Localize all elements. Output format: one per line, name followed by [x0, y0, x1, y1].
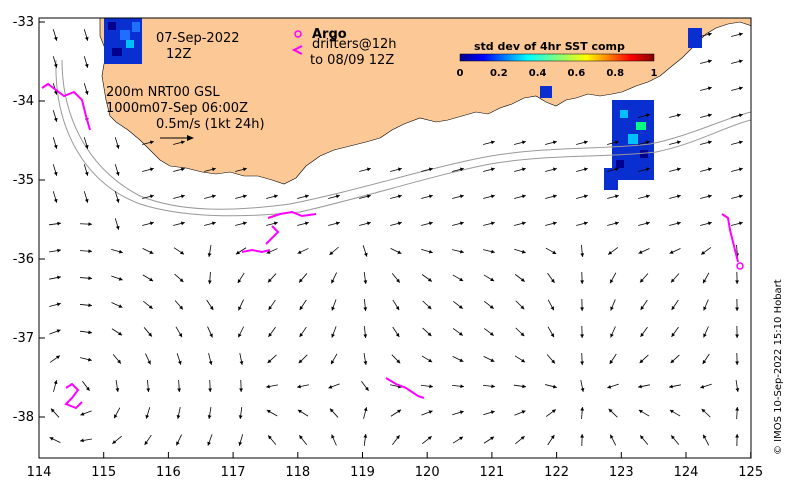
- y-tick-label: -37: [13, 331, 34, 346]
- x-tick-label: 124: [674, 465, 699, 480]
- colorbar-tick-label: 0: [457, 68, 464, 79]
- x-tick-label: 120: [415, 465, 440, 480]
- drifter-legend-icon: [291, 45, 303, 55]
- x-tick-label: 122: [544, 465, 569, 480]
- argo-label: Argo: [312, 27, 347, 42]
- drifters-line2: to 08/09 12Z: [310, 53, 394, 68]
- date-line1: 07-Sep-2022: [156, 31, 240, 46]
- colorbar-tick-label: 0.8: [606, 68, 624, 79]
- argo-marker-icon: [294, 30, 302, 38]
- drifters-line1: drifters@12h: [312, 37, 397, 52]
- contour-200m: [61, 59, 751, 210]
- y-tick-label: -36: [13, 252, 34, 267]
- x-tick-label: 125: [738, 465, 763, 480]
- y-axis: -33 -34 -35 -36 -37 -38: [13, 15, 45, 425]
- colorbar-ticks: 0 0.2 0.4 0.6 0.8 1: [457, 68, 658, 79]
- x-tick-label: 114: [27, 465, 52, 480]
- x-tick-label: 115: [91, 465, 116, 480]
- sst-patch-east: [540, 28, 702, 190]
- colorbar-tick-label: 0.4: [529, 68, 547, 79]
- colorbar-tick-label: 0.2: [490, 68, 508, 79]
- scale-arrow: [160, 135, 194, 141]
- scale-label: 0.5m/s (1kt 24h): [156, 117, 265, 132]
- colorbar: [459, 53, 655, 62]
- credit-text: © IMOS 10-Sep-2022 15:10 Hobart: [773, 279, 784, 455]
- x-tick-label: 116: [156, 465, 181, 480]
- y-tick-label: -34: [13, 94, 34, 109]
- x-tick-label: 117: [221, 465, 246, 480]
- x-tick-label: 118: [285, 465, 310, 480]
- colorbar-tick-label: 0.6: [568, 68, 586, 79]
- contour-1000m: [55, 59, 751, 217]
- plot-frame: [38, 17, 752, 459]
- y-tick-label: -33: [13, 15, 34, 30]
- depth-line1: 200m NRT00 GSL: [106, 85, 220, 100]
- depth-line2: 1000m07-Sep 06:00Z: [106, 101, 248, 116]
- x-tick-label: 123: [609, 465, 634, 480]
- x-axis: 114 115 116 117 118 119 120 121 122 123 124 125: [27, 452, 763, 480]
- date-line2: 12Z: [166, 47, 192, 62]
- colorbar-title: std dev of 4hr SST comp: [474, 40, 625, 53]
- sst-patch-west: [104, 18, 142, 64]
- x-tick-label: 119: [350, 465, 375, 480]
- y-tick-label: -38: [13, 410, 34, 425]
- x-tick-label: 121: [479, 465, 504, 480]
- drifter-end-marker: [736, 262, 744, 270]
- y-tick-label: -35: [13, 173, 34, 188]
- drifter-tracks: [41, 82, 739, 410]
- current-arrows: [49, 29, 743, 447]
- colorbar-tick-label: 1: [651, 68, 658, 79]
